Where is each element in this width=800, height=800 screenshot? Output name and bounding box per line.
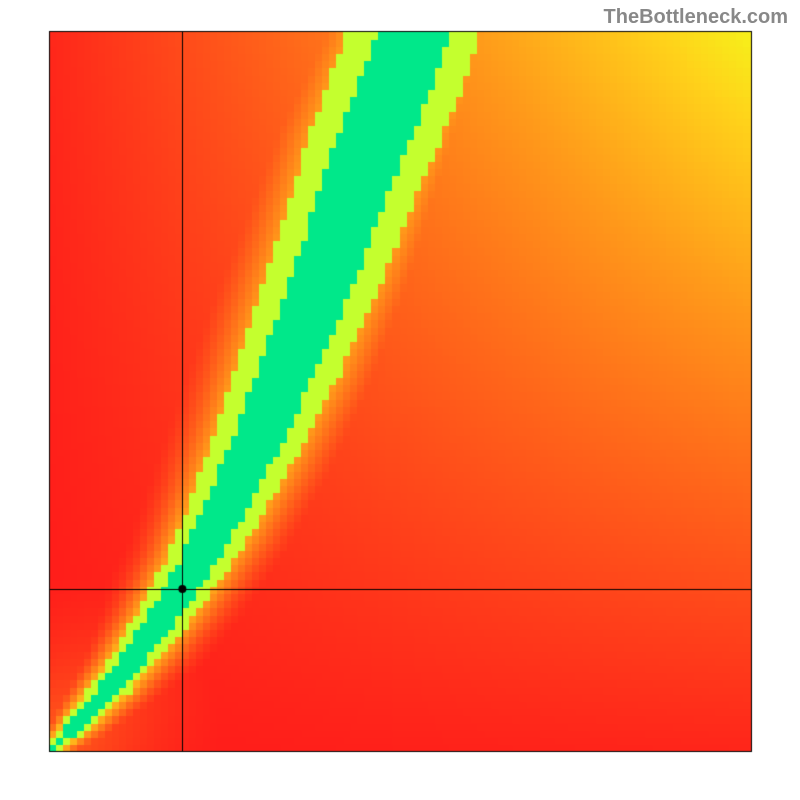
chart-container: { "attribution": "TheBottleneck.com", "a… [0, 0, 800, 800]
bottleneck-heatmap [0, 0, 800, 800]
attribution-text: TheBottleneck.com [604, 6, 788, 29]
